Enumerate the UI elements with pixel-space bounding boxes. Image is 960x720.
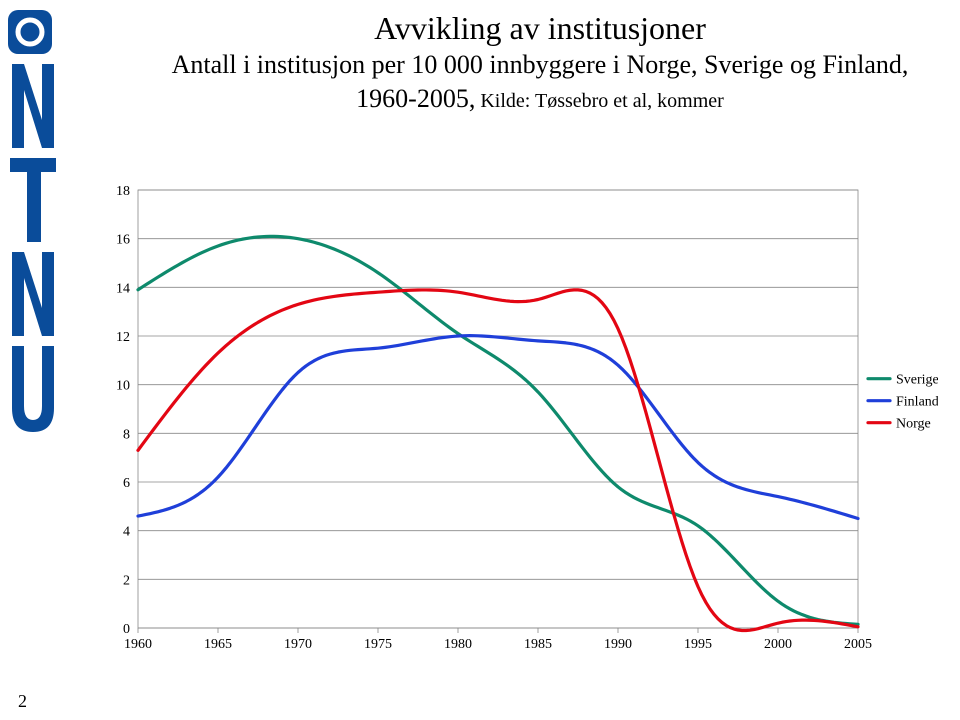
svg-text:1980: 1980 <box>444 637 472 652</box>
slide: Avvikling av institusjoner Antall i inst… <box>0 0 960 720</box>
svg-text:1990: 1990 <box>604 637 632 652</box>
svg-text:1965: 1965 <box>204 637 232 652</box>
svg-text:12: 12 <box>116 330 130 345</box>
svg-text:1970: 1970 <box>284 637 312 652</box>
svg-text:6: 6 <box>123 476 130 491</box>
subtitle-source: Kilde: Tøssebro et al, kommer <box>475 90 723 112</box>
slide-title: Avvikling av institusjoner <box>160 8 920 48</box>
svg-text:14: 14 <box>116 281 130 296</box>
ntnu-logo-icon <box>0 0 62 460</box>
svg-text:1985: 1985 <box>524 637 552 652</box>
svg-text:2: 2 <box>123 573 130 588</box>
svg-text:0: 0 <box>123 622 130 637</box>
svg-text:2005: 2005 <box>844 637 872 652</box>
svg-text:8: 8 <box>123 427 130 442</box>
svg-text:Finland: Finland <box>896 395 938 410</box>
page-number: 2 <box>18 691 27 712</box>
svg-text:4: 4 <box>123 525 130 540</box>
svg-text:18: 18 <box>116 184 130 199</box>
svg-text:Sverige: Sverige <box>896 373 938 388</box>
slide-subtitle: Antall i institusjon per 10 000 innbygge… <box>160 48 920 116</box>
svg-text:Norge: Norge <box>896 417 931 432</box>
svg-text:1995: 1995 <box>684 637 712 652</box>
title-block: Avvikling av institusjoner Antall i inst… <box>160 8 920 116</box>
ntnu-logo-sidebar <box>0 0 62 680</box>
svg-text:1960: 1960 <box>124 637 152 652</box>
svg-text:2000: 2000 <box>764 637 792 652</box>
svg-text:1975: 1975 <box>364 637 392 652</box>
svg-text:10: 10 <box>116 379 130 394</box>
line-chart: 0 2 4 6 8 10 12 14 16 18 1960 1965 1970 1975 1980 1985 1… <box>98 180 938 680</box>
svg-text:16: 16 <box>116 233 130 248</box>
